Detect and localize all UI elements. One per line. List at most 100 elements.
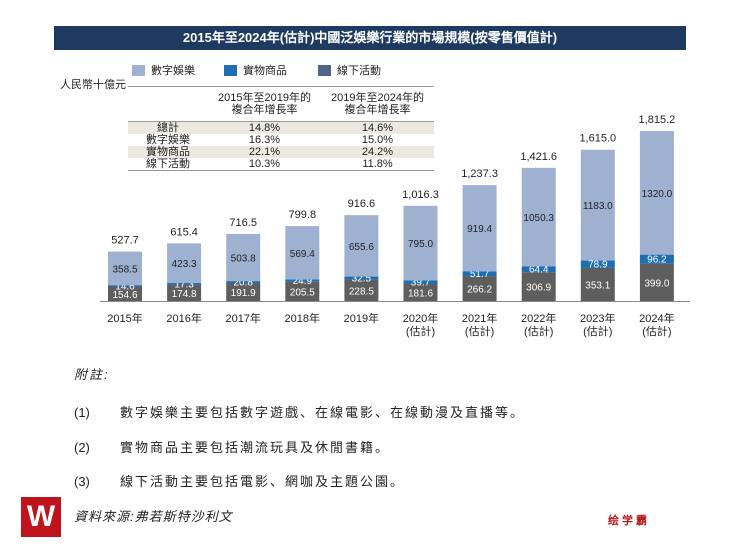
cagr-row: 實物商品 22.1% 24.2% (128, 146, 434, 158)
total-label: 716.5 (229, 217, 257, 229)
bar-segment (167, 243, 202, 284)
cagr-cell: 10.3% (248, 158, 281, 170)
cagr-cell: 14.8% (248, 122, 281, 134)
bar-segment (521, 167, 556, 267)
note-number: (1) (74, 405, 90, 420)
data-label: 228.5 (349, 286, 374, 297)
cagr-cell: 16.3% (248, 134, 281, 146)
data-label: 78.9 (588, 260, 608, 271)
bar-segment (403, 205, 438, 281)
legend-physical: 實物商品 (224, 62, 287, 78)
cagr-cell: 14.6% (361, 122, 394, 134)
cagr-row: 線下活動 10.3% 11.8% (128, 158, 434, 170)
x-tick-label: (估計) (406, 324, 435, 338)
bar-segment (580, 149, 615, 261)
bar-segment (285, 279, 320, 282)
data-label: 17.3 (174, 279, 194, 290)
data-label: 1320.0 (642, 189, 673, 200)
legend-label: 線下活動 (337, 65, 381, 77)
bar-segment (108, 251, 142, 286)
data-label: 64.4 (529, 265, 549, 276)
x-tick-label: (估計) (524, 324, 553, 338)
data-label: 20.8 (233, 278, 253, 289)
legend-swatch (318, 64, 331, 76)
data-label: 181.6 (408, 288, 433, 299)
data-label: 191.9 (231, 288, 256, 299)
bar-segment (167, 283, 202, 285)
x-tick-label: (估計) (642, 324, 671, 338)
legend-digital: 數字娛樂 (132, 62, 195, 78)
x-tick-label: (估計) (583, 324, 612, 338)
note-number: (3) (74, 474, 90, 489)
x-tick-label: 2020年 (403, 311, 438, 325)
data-label: 14.6 (115, 281, 135, 292)
data-label: 32.5 (352, 274, 372, 285)
note-text: 數字娛樂主要包括數字遊戲、在線電影、在線動漫及直播等。 (120, 405, 526, 420)
total-label: 1,421.6 (520, 151, 557, 163)
total-label: 916.6 (348, 198, 376, 210)
note-item: (3) 線下活動主要包括電影、網咖及主題公園。 (74, 471, 405, 490)
data-label: 1183.0 (583, 201, 613, 212)
legend-swatch (132, 64, 145, 76)
data-label: 569.4 (290, 249, 315, 260)
bar-segment (344, 276, 379, 280)
bar-segment (226, 281, 261, 284)
x-tick-label: (估計) (465, 324, 494, 338)
x-tick-label: 2024年 (639, 311, 674, 325)
watermark: 绘学霸 (608, 515, 650, 527)
cagr-cell: 22.1% (248, 146, 281, 158)
bar-segment (344, 215, 379, 277)
data-label: 503.8 (231, 253, 256, 264)
bar-segment (344, 279, 379, 301)
data-label: 24.9 (293, 276, 313, 287)
cagr-table: 2015年至2019年的 複合年增長率 2019年至2024年的 複合年增長率 … (128, 86, 434, 171)
data-label: 919.4 (467, 224, 492, 235)
bar-segment (639, 131, 674, 255)
cagr-header-1: 2015年至2019年的 複合年增長率 (218, 92, 311, 116)
bar-segment (167, 284, 202, 301)
cagr-cell: 11.8% (362, 158, 393, 170)
cagr-row: 數字娛樂 16.3% 15.0% (128, 134, 434, 146)
x-tick-label: 2018年 (285, 311, 320, 325)
cagr-cell: 數字娛樂 (146, 134, 190, 146)
legend-label: 數字娛樂 (151, 65, 195, 77)
data-label: 1050.3 (523, 213, 554, 224)
data-label: 358.5 (112, 264, 137, 275)
x-tick-label: 2021年 (462, 311, 497, 325)
cagr-header: 2015年至2019年的 複合年增長率 2019年至2024年的 複合年增長率 (128, 87, 434, 122)
note-item: (2) 實物商品主要包括潮流玩具及休閒書籍。 (74, 437, 390, 456)
data-label: 266.2 (467, 285, 492, 296)
x-tick-label: 2016年 (166, 311, 201, 325)
total-label: 527.7 (111, 235, 139, 247)
bar-segment (462, 276, 497, 301)
bar-segment (462, 185, 497, 272)
bar-segment (226, 233, 261, 282)
bar-segment (285, 281, 320, 301)
bar-segment (108, 285, 142, 287)
data-label: 353.1 (585, 280, 610, 291)
y-unit-label: 人民幣十億元 (60, 79, 126, 91)
data-label: 306.9 (526, 283, 551, 294)
legend-swatch (224, 64, 237, 76)
total-label: 799.8 (289, 209, 317, 221)
bar-segment (403, 280, 438, 284)
bar-segment (580, 267, 615, 301)
bar-segment (521, 266, 556, 273)
bar-segment (639, 263, 674, 301)
chart-title: 2015年至2024年(估計)中國泛娛樂行業的市場規模(按零售價值計) (54, 26, 686, 50)
data-label: 39.7 (411, 278, 431, 289)
cagr-row: 總計 14.8% 14.6% (128, 122, 434, 134)
bar-segment (462, 271, 497, 277)
notes-heading: 附註: (74, 367, 110, 382)
data-label: 795.0 (408, 239, 433, 250)
x-tick-label: 2017年 (225, 311, 260, 325)
logo: W (21, 497, 61, 537)
data-label: 423.3 (172, 259, 197, 270)
data-label: 51.7 (470, 269, 490, 280)
data-label: 655.6 (349, 242, 374, 253)
total-label: 615.4 (170, 226, 198, 238)
cagr-cell: 線下活動 (146, 158, 190, 170)
total-label: 1,237.3 (461, 168, 498, 180)
bar-segment (580, 260, 615, 268)
